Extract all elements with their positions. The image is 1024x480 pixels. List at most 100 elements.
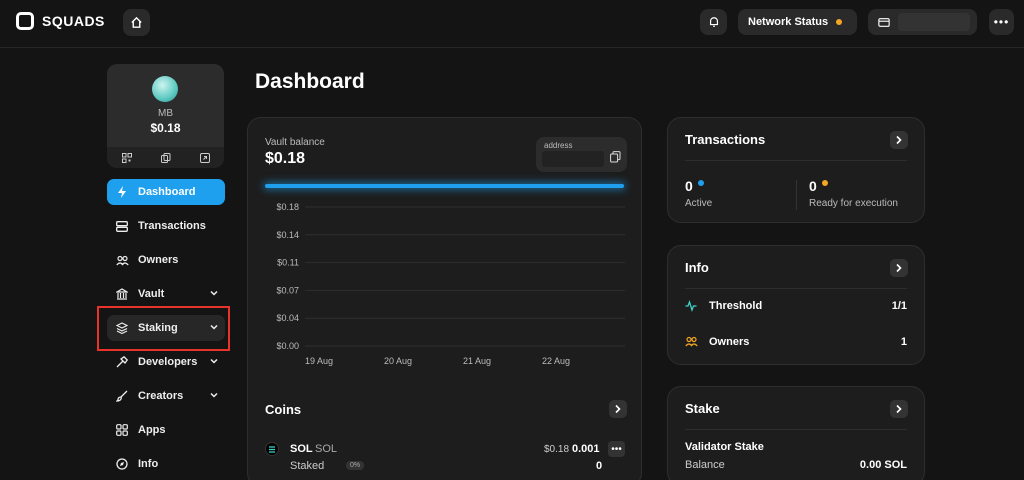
copy-icon[interactable] [610, 151, 621, 163]
x-tick-label: 20 Aug [384, 356, 412, 366]
sidebar-item-label: Staking [138, 322, 178, 334]
external-link-icon[interactable] [199, 152, 210, 163]
stake-balance-label: Balance [685, 459, 725, 471]
chevron-down-icon[interactable] [209, 322, 219, 332]
vault-balance: $0.18 [265, 150, 306, 167]
solana-icon [265, 442, 279, 456]
coins-arrow-button[interactable] [609, 400, 627, 418]
ready-count: 0 [809, 178, 817, 194]
network-status-button[interactable]: Network Status [738, 9, 857, 35]
chevron-down-icon[interactable] [209, 288, 219, 298]
sidebar-nav: Dashboard Transactions Owners Vault Stak… [107, 179, 225, 480]
coin-amount: 0.001 [572, 443, 600, 455]
staked-percent-badge: 0% [346, 461, 365, 470]
wallet-button[interactable] [868, 9, 977, 35]
sidebar-item-creators[interactable]: Creators [107, 383, 225, 409]
avatar [152, 76, 178, 102]
compass-icon [115, 457, 129, 471]
stake-panel: Stake Validator Stake Balance 0.00 SOL [667, 386, 925, 480]
sidebar-item-label: Dashboard [138, 186, 196, 198]
y-tick-label: $0.11 [277, 258, 299, 268]
sidebar-item-info[interactable]: Info [107, 451, 225, 477]
more-button[interactable]: ••• [989, 9, 1014, 35]
balance-chart: $0.18 $0.14 $0.11 $0.07 $0.04 $0.00 19 Aug 20 … [276, 202, 625, 366]
vault-panel: Vault balance $0.18 address $0.18 $0.14 $0… [247, 117, 642, 480]
network-status-dot [836, 19, 843, 25]
y-tick-label: $0.14 [276, 230, 299, 240]
copy-icon[interactable] [160, 152, 171, 163]
stake-arrow-button[interactable] [890, 400, 908, 418]
chevron-right-icon [896, 404, 902, 414]
chevron-down-icon[interactable] [209, 390, 219, 400]
chevron-down-icon[interactable] [209, 356, 219, 366]
more-icon: ••• [993, 15, 1010, 29]
page-title: Dashboard [255, 70, 365, 93]
sidebar-item-developers[interactable]: Developers [107, 349, 225, 375]
bell-icon [709, 17, 718, 27]
account-card[interactable]: MB $0.18 [107, 64, 224, 168]
stake-balance-value: 0.00 SOL [859, 459, 907, 471]
divider [796, 180, 797, 210]
chevron-right-icon [615, 404, 621, 414]
coin-name: SOL [290, 443, 313, 455]
active-dot [697, 180, 704, 186]
qr-code-icon[interactable] [121, 152, 132, 163]
sidebar-item-label: Apps [138, 424, 166, 436]
address-label: address [544, 141, 573, 150]
transactions-arrow-button[interactable] [890, 131, 908, 149]
apps-icon [115, 423, 129, 437]
address-box[interactable]: address [536, 137, 627, 172]
network-status-label: Network Status [748, 16, 829, 28]
threshold-row: Threshold 1/1 [685, 299, 907, 315]
sidebar-item-transactions[interactable]: Transactions [107, 213, 225, 239]
stake-title: Stake [685, 401, 720, 416]
owners-label: Owners [709, 336, 750, 348]
validator-stake-label: Validator Stake [685, 441, 764, 453]
threshold-value: 1/1 [891, 300, 907, 312]
vault-balance-label: Vault balance [265, 137, 325, 148]
vault-balance-bar [265, 184, 624, 188]
logo-text: SQUADS [42, 13, 105, 29]
active-label: Active [685, 198, 713, 209]
threshold-label: Threshold [709, 300, 763, 312]
logo[interactable]: SQUADS [16, 12, 105, 30]
sidebar-item-label: Creators [138, 390, 184, 402]
active-transactions: 0 Active [685, 178, 712, 209]
info-panel: Info Threshold 1/1 Owners 1 [667, 245, 925, 365]
account-balance: $0.18 [150, 121, 181, 135]
bolt-icon [115, 185, 129, 199]
wallet-icon [878, 17, 890, 27]
sidebar-item-staking[interactable]: Staking [107, 315, 225, 341]
account-actions [107, 147, 224, 168]
threshold-icon [685, 300, 697, 312]
owners-icon [685, 336, 698, 347]
highlight-box [97, 306, 230, 351]
home-icon [131, 16, 142, 28]
notifications-button[interactable] [700, 9, 727, 35]
sidebar-item-label: Transactions [138, 220, 206, 232]
coin-usd-value: $0.18 [544, 444, 570, 455]
info-arrow-button[interactable] [890, 259, 908, 277]
x-tick-label: 19 Aug [305, 356, 333, 366]
staked-amount: 0 [596, 460, 603, 472]
y-tick-label: $0.00 [276, 341, 299, 351]
more-icon: ••• [611, 443, 622, 455]
sidebar-item-vault[interactable]: Vault [107, 281, 225, 307]
info-title: Info [685, 260, 709, 275]
sidebar-item-label: Owners [138, 254, 179, 266]
sidebar-item-apps[interactable]: Apps [107, 417, 225, 443]
coin-more-button[interactable]: ••• [608, 441, 625, 457]
top-bar: SQUADS Network Status ••• [0, 0, 1024, 48]
sidebar-item-dashboard[interactable]: Dashboard [107, 179, 225, 205]
divider [685, 288, 907, 289]
home-button[interactable] [123, 9, 150, 36]
x-tick-label: 21 Aug [463, 356, 491, 366]
coins-title: Coins [265, 402, 302, 417]
sidebar-item-owners[interactable]: Owners [107, 247, 225, 273]
divider [685, 160, 907, 161]
x-tick-label: 22 Aug [542, 356, 570, 366]
ready-transactions: 0 Ready for execution [809, 178, 898, 209]
brush-icon [115, 389, 129, 403]
account-name: MB [158, 108, 173, 119]
transactions-icon [115, 219, 129, 233]
